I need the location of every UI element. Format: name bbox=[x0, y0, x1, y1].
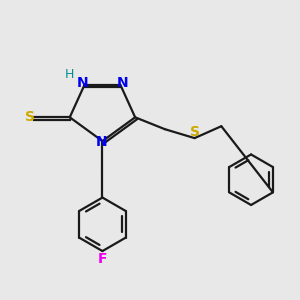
Text: S: S bbox=[25, 110, 34, 124]
Text: H: H bbox=[65, 68, 74, 81]
Text: F: F bbox=[98, 252, 107, 266]
Text: S: S bbox=[190, 124, 200, 139]
Text: N: N bbox=[117, 76, 128, 90]
Text: N: N bbox=[76, 76, 88, 90]
Text: N: N bbox=[96, 135, 108, 149]
